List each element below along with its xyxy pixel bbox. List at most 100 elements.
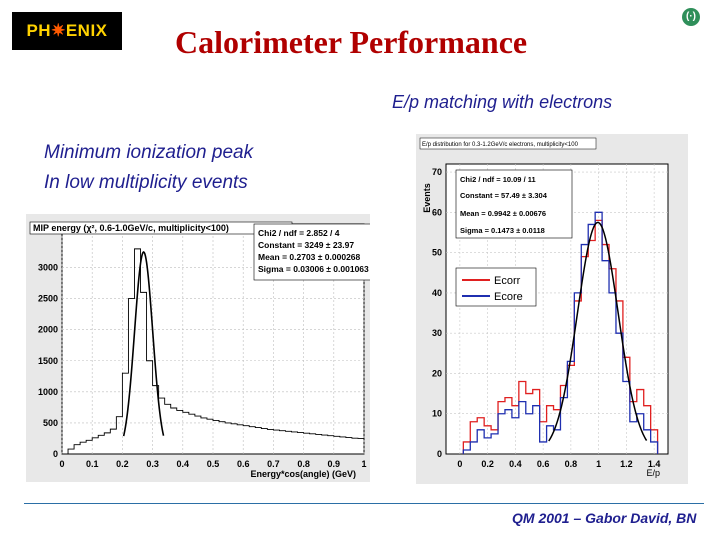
histogram-bin-ecore bbox=[630, 422, 637, 454]
y-tick-label: 10 bbox=[432, 409, 442, 419]
ep-title-box bbox=[419, 137, 597, 150]
caption-mip: Minimum ionization peak In low multiplic… bbox=[44, 138, 253, 198]
histogram-bin bbox=[346, 438, 352, 454]
histogram-bin bbox=[86, 440, 92, 454]
histogram-bin-ecore bbox=[602, 261, 609, 454]
y-tick-label: 3000 bbox=[38, 263, 58, 273]
page-title: Calorimeter Performance bbox=[175, 24, 528, 60]
histogram-bin bbox=[261, 429, 267, 454]
histogram-bin-ecore bbox=[554, 430, 561, 454]
mip-stat-line: Mean = 0.2703 ± 0.000268 bbox=[258, 252, 361, 262]
histogram-bin bbox=[92, 438, 98, 454]
histogram-bin bbox=[285, 431, 291, 454]
histogram-bin bbox=[183, 412, 189, 454]
mip-title: MIP energy (χ², 0.6-1.0GeV/c, multiplici… bbox=[33, 223, 229, 233]
footer-credit: QM 2001 – Gabor David, BN bbox=[512, 510, 697, 526]
y-tick-label: 1500 bbox=[38, 356, 58, 366]
y-tick-label: 40 bbox=[432, 288, 442, 298]
histogram-bin bbox=[177, 410, 183, 454]
caption-ep-matching: E/p matching with electrons bbox=[392, 92, 613, 112]
mip-stat-line: Chi2 / ndf = 2.852 / 4 bbox=[258, 228, 340, 238]
histogram-bin bbox=[195, 416, 201, 454]
ep-stats-box bbox=[455, 169, 573, 239]
y-tick-label: 2500 bbox=[38, 294, 58, 304]
phenix-logo: PH ✷ ENIX bbox=[12, 12, 122, 50]
histogram-bin bbox=[134, 249, 140, 454]
histogram-bin bbox=[358, 438, 364, 454]
x-tick-label: 0.5 bbox=[207, 459, 220, 469]
histogram-bin-ecore bbox=[616, 333, 623, 454]
histogram-bin bbox=[141, 292, 147, 454]
histogram-bin bbox=[219, 422, 225, 454]
y-tick-label: 30 bbox=[432, 328, 442, 338]
histogram-bin bbox=[243, 426, 249, 454]
histogram-bin-ecore bbox=[505, 410, 512, 454]
x-tick-label: 0.4 bbox=[509, 459, 522, 469]
ep-stat-line: Chi2 / ndf = 10.09 / 11 bbox=[460, 175, 536, 184]
ep-distribution-chart: 0 0.2 0.4 0.6 0.8 1 1.2 1.4 0 10 20 30 40 50 60 70 E/p… bbox=[416, 134, 688, 484]
histogram-bin bbox=[104, 433, 110, 454]
x-tick-label: 0.1 bbox=[86, 459, 99, 469]
y-tick-label: 0 bbox=[53, 449, 58, 459]
caption-mip-line1: Minimum ionization peak bbox=[44, 142, 254, 163]
histogram-bin bbox=[322, 435, 328, 454]
histogram-bin-ecore bbox=[477, 430, 484, 454]
histogram-bin-ecore bbox=[491, 434, 498, 454]
y-tick-label: 500 bbox=[43, 418, 58, 428]
histogram-bin bbox=[165, 404, 171, 454]
mip-energy-chart: 0 0.1 0.2 0.3 0.4 0.5 0.6 0.7 0.8 0.9 1 0 500 1000 15… bbox=[26, 214, 370, 482]
ep-xlabel: E/p bbox=[646, 468, 660, 478]
histogram-bin bbox=[110, 429, 116, 454]
histogram-bin bbox=[316, 434, 322, 454]
histogram-bin-ecore bbox=[574, 293, 581, 454]
histogram-bin bbox=[171, 408, 177, 454]
x-tick-label: 0.6 bbox=[237, 459, 250, 469]
footer-divider bbox=[24, 503, 704, 504]
histogram-bin-ecore bbox=[644, 430, 651, 454]
histogram-bin bbox=[304, 433, 310, 454]
histogram-bin bbox=[189, 414, 195, 454]
histogram-bin bbox=[98, 435, 104, 454]
logo-text-left: PH bbox=[26, 21, 52, 40]
x-tick-label: 0.9 bbox=[328, 459, 341, 469]
histogram-bin bbox=[279, 431, 285, 454]
histogram-bin bbox=[231, 424, 237, 454]
histogram-bin-ecore bbox=[595, 212, 602, 454]
histogram-bin bbox=[147, 361, 153, 454]
series-line-ecore bbox=[462, 211, 659, 454]
histogram-bin bbox=[68, 449, 74, 454]
mip-gaussian-fit bbox=[122, 251, 165, 437]
x-tick-label: 0 bbox=[59, 459, 64, 469]
histogram-bin bbox=[201, 418, 207, 454]
ep-ylabel: Events bbox=[422, 183, 432, 213]
x-tick-label: 0.2 bbox=[116, 459, 129, 469]
ep-legend bbox=[455, 267, 537, 307]
x-tick-label: 0.8 bbox=[565, 459, 578, 469]
logo-star-icon: ✷ bbox=[51, 21, 66, 40]
histogram-bin-ecore bbox=[519, 402, 526, 454]
histogram-bin bbox=[207, 419, 213, 454]
histogram-bin bbox=[255, 428, 261, 454]
histogram-bin bbox=[237, 425, 243, 454]
histogram-bin-ecore bbox=[526, 414, 533, 454]
caption-mip-line2: In low multiplicity events bbox=[44, 172, 248, 193]
ep-stat-line: Mean = 0.9942 ± 0.00676 bbox=[460, 209, 546, 218]
histogram-bin-ecore bbox=[498, 414, 505, 454]
histogram-bin-ecore bbox=[623, 382, 630, 455]
x-tick-label: 1 bbox=[596, 459, 601, 469]
mip-stat-line: Constant = 3249 ± 23.97 bbox=[258, 240, 354, 250]
y-tick-label: 50 bbox=[432, 248, 442, 258]
histogram-bin bbox=[225, 423, 231, 454]
y-tick-label: 70 bbox=[432, 167, 442, 177]
x-tick-label: 0.8 bbox=[297, 459, 310, 469]
ep-title: E/p distribution for 0.3-1.2GeV/c electr… bbox=[422, 142, 579, 148]
y-tick-label: 2000 bbox=[38, 325, 58, 335]
histogram-bin bbox=[249, 427, 255, 454]
x-tick-label: 0 bbox=[457, 459, 462, 469]
logo-text-right: ENIX bbox=[65, 21, 108, 40]
ep-gaussian-fit bbox=[548, 221, 648, 442]
histogram-bin-ecore bbox=[588, 224, 595, 454]
histogram-bin-ecore bbox=[651, 442, 658, 454]
x-tick-label: 0.4 bbox=[177, 459, 190, 469]
histogram-bin-ecore bbox=[540, 442, 547, 454]
